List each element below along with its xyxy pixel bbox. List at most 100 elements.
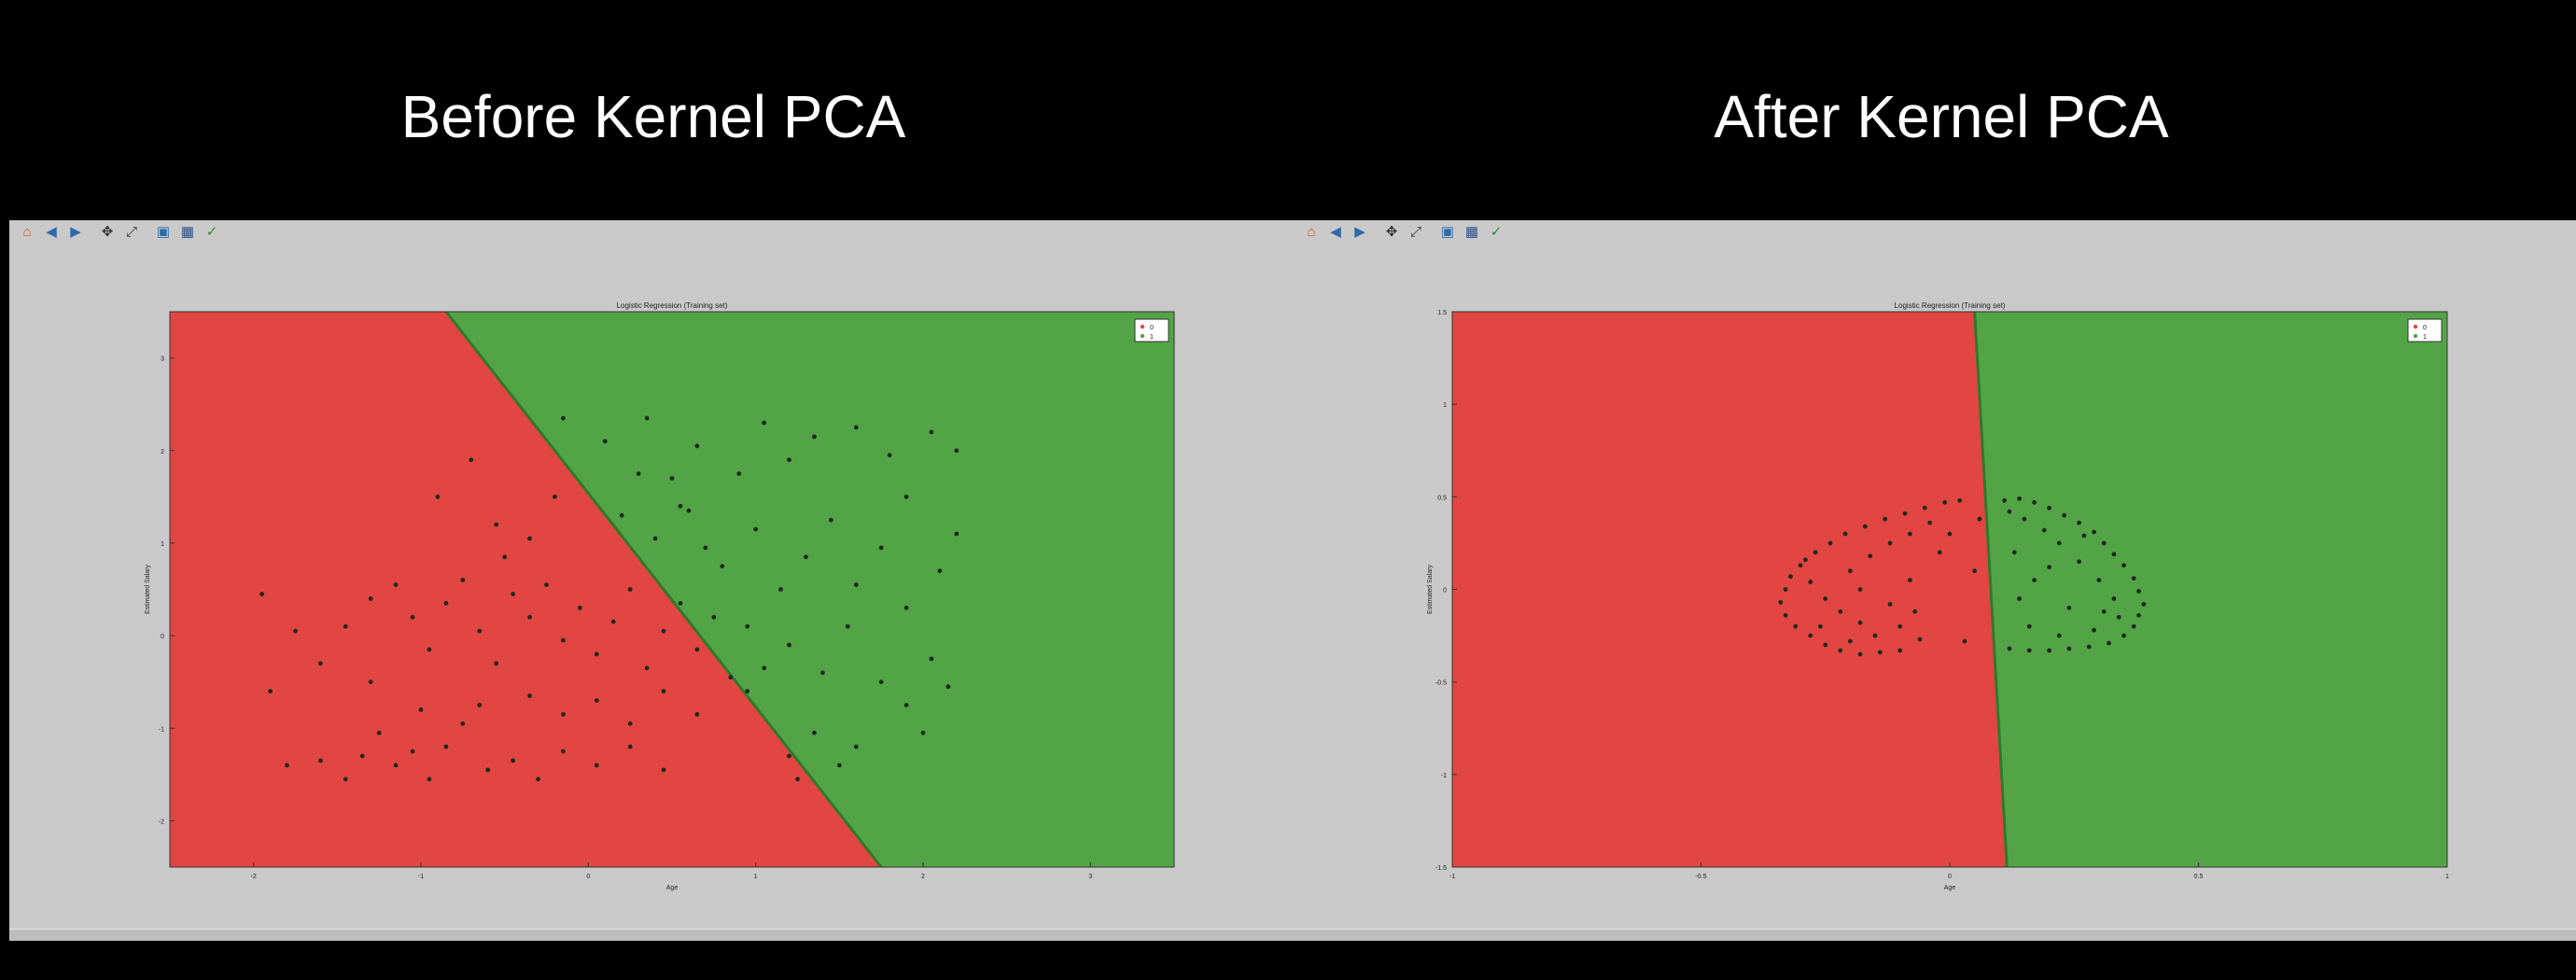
back-icon[interactable]: ◀ [46, 223, 57, 240]
data-point [2121, 633, 2126, 638]
data-point [2041, 527, 2047, 533]
data-point [561, 711, 566, 717]
data-point [1803, 557, 1808, 563]
data-point [937, 568, 943, 574]
y-tick-label: -0.5 [1435, 680, 1447, 687]
data-point [720, 564, 725, 569]
pan-icon[interactable]: ✥ [1385, 223, 1398, 240]
data-point [477, 703, 483, 707]
back-icon[interactable]: ◀ [1330, 223, 1341, 240]
data-point [594, 698, 599, 703]
data-point [762, 420, 767, 426]
data-point [1897, 623, 1903, 629]
data-point [1823, 596, 1828, 601]
status-bar [1294, 929, 2576, 941]
data-point [2081, 533, 2087, 539]
data-point [686, 508, 692, 513]
data-point [410, 749, 415, 754]
data-point [711, 614, 717, 620]
data-point [853, 425, 859, 430]
decision-boundary [444, 312, 883, 867]
data-point [1823, 642, 1828, 648]
y-tick-label: -1.5 [1435, 865, 1447, 872]
subplots-icon[interactable]: ▣ [1440, 223, 1455, 240]
data-point [494, 661, 499, 666]
data-point [2077, 559, 2081, 565]
data-point [2062, 512, 2066, 518]
y-tick-label: -1 [1441, 773, 1447, 779]
data-point [1808, 633, 1813, 638]
region-class-0 [170, 312, 882, 867]
data-point [920, 730, 926, 735]
data-point [828, 517, 833, 523]
data-point [460, 578, 466, 582]
x-tick-label: 2 [921, 874, 925, 880]
data-point [1902, 511, 1908, 516]
data-point [343, 623, 348, 629]
data-point [1927, 520, 1933, 525]
data-point [836, 763, 842, 768]
data-point [561, 415, 566, 421]
zoom-icon[interactable]: ⤢ [1409, 223, 1421, 240]
data-point [903, 494, 909, 499]
data-point [2066, 605, 2072, 610]
decision-boundary [1973, 312, 2009, 867]
subplots-icon[interactable]: ▣ [156, 223, 171, 240]
data-point [527, 536, 532, 541]
data-point [1872, 633, 1878, 638]
data-point [1917, 637, 1923, 642]
edit-icon[interactable]: ✓ [1490, 223, 1503, 240]
forward-icon[interactable]: ▶ [70, 223, 81, 240]
edit-icon[interactable]: ✓ [205, 223, 218, 240]
data-point [359, 753, 365, 759]
data-point [762, 665, 767, 671]
data-point [945, 684, 951, 690]
data-point [903, 605, 909, 610]
region-class-0 [1452, 312, 2008, 867]
data-point [2092, 627, 2096, 633]
home-icon[interactable]: ⌂ [22, 223, 32, 240]
y-tick-label: 0.5 [1437, 495, 1447, 501]
zoom-icon[interactable]: ⤢ [125, 223, 137, 240]
data-point [2101, 609, 2107, 614]
pan-icon[interactable]: ✥ [101, 223, 114, 240]
data-point [1862, 524, 1868, 529]
data-point [753, 526, 759, 532]
y-tick-label: 0 [161, 634, 164, 640]
data-point [527, 693, 532, 698]
data-point [2121, 563, 2126, 568]
data-point [853, 582, 859, 587]
x-tick-label: -1 [1449, 874, 1455, 880]
data-point [2141, 601, 2147, 607]
legend-entry: 0 [1150, 325, 1154, 331]
y-tick-label: 1.5 [1437, 310, 1447, 316]
heading-after-kernel-pca: After Kernel PCA [1714, 83, 2169, 150]
data-point [485, 767, 491, 773]
legend-entry: 1 [2423, 334, 2427, 341]
data-point [2032, 578, 2037, 582]
data-point [627, 587, 633, 592]
data-point [2107, 640, 2111, 646]
data-point [787, 457, 791, 463]
plot-toolbar: ⌂ ◀ ▶ ✥ ⤢ ▣ ▦ ✓ [9, 220, 1294, 243]
data-point [502, 554, 508, 560]
home-icon[interactable]: ⌂ [1307, 223, 1316, 240]
y-axis-label: Estimated Salary [1427, 565, 1434, 614]
data-point [627, 721, 633, 726]
data-point [1887, 601, 1893, 607]
save-icon[interactable]: ▦ [1464, 223, 1479, 240]
y-tick-label: 0 [1443, 588, 1447, 595]
data-point [1877, 650, 1883, 655]
data-point [2011, 550, 2017, 555]
data-point [511, 592, 516, 596]
data-point [1793, 623, 1799, 629]
y-tick-label: -1 [159, 726, 164, 733]
data-point [878, 545, 884, 551]
y-axis-label: Estimated Salary [145, 565, 151, 614]
data-point [1808, 580, 1813, 584]
data-point [812, 730, 817, 735]
data-point [427, 777, 432, 782]
forward-icon[interactable]: ▶ [1354, 223, 1365, 240]
save-icon[interactable]: ▦ [180, 223, 195, 240]
data-point [2032, 499, 2037, 505]
